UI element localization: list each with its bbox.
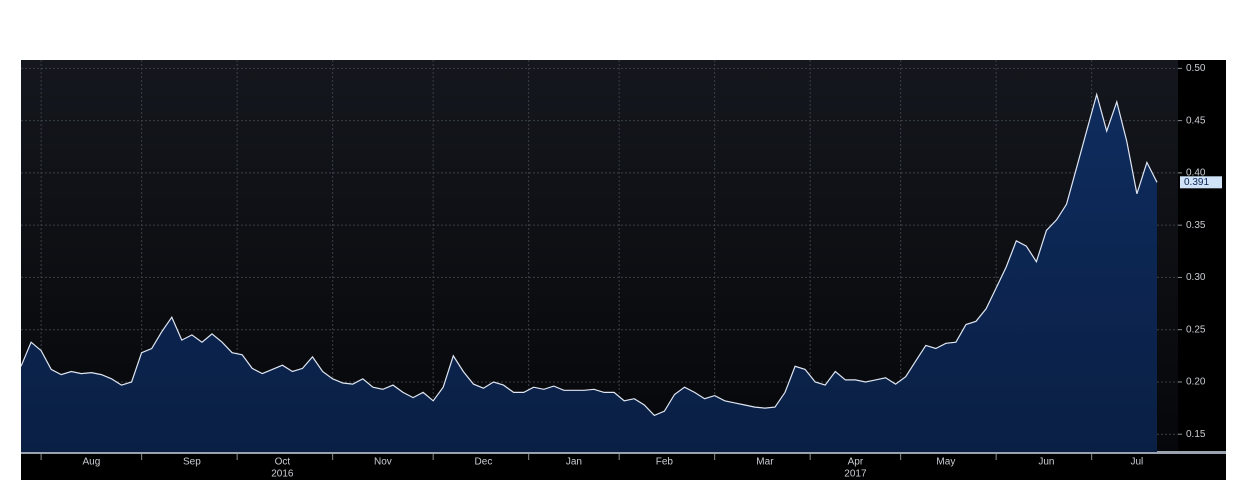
x-tick-label: Aug xyxy=(82,457,100,468)
x-tick-label: Jun xyxy=(1038,457,1054,468)
y-tick-label: 0.35 xyxy=(1186,220,1206,231)
x-tick-label: Jul xyxy=(1130,457,1143,468)
x-axis-panel xyxy=(21,452,1226,480)
x-tick-label: Dec xyxy=(475,457,493,468)
x-tick-label: Jan xyxy=(566,457,582,468)
x-tick-label: May xyxy=(936,457,955,468)
y-tick-label: 0.40 xyxy=(1186,168,1206,179)
y-tick-label: 0.45 xyxy=(1186,115,1206,126)
year-label: 2016 xyxy=(271,469,294,480)
line xyxy=(20,92,1158,417)
x-tick-label: Feb xyxy=(656,457,674,468)
x-tick-label: Nov xyxy=(374,457,392,468)
x-tick-label: Mar xyxy=(756,457,774,468)
y-tick-label: 0.25 xyxy=(1186,324,1206,335)
axis-panel xyxy=(1178,60,1226,452)
year-label: 2017 xyxy=(844,469,867,480)
y-tick-label: 0.30 xyxy=(1186,272,1206,283)
y-tick-label: 0.50 xyxy=(1186,63,1206,74)
last-value-box xyxy=(1180,176,1222,189)
area xyxy=(21,94,1157,452)
x-tick-label: Apr xyxy=(848,457,864,468)
last-value-label: 0.391 xyxy=(1184,177,1209,188)
x-tick-label: Sep xyxy=(183,457,201,468)
x-tick-label: Oct xyxy=(275,457,291,468)
y-tick-label: 0.15 xyxy=(1186,429,1206,440)
y-tick-label: 0.20 xyxy=(1186,377,1206,388)
